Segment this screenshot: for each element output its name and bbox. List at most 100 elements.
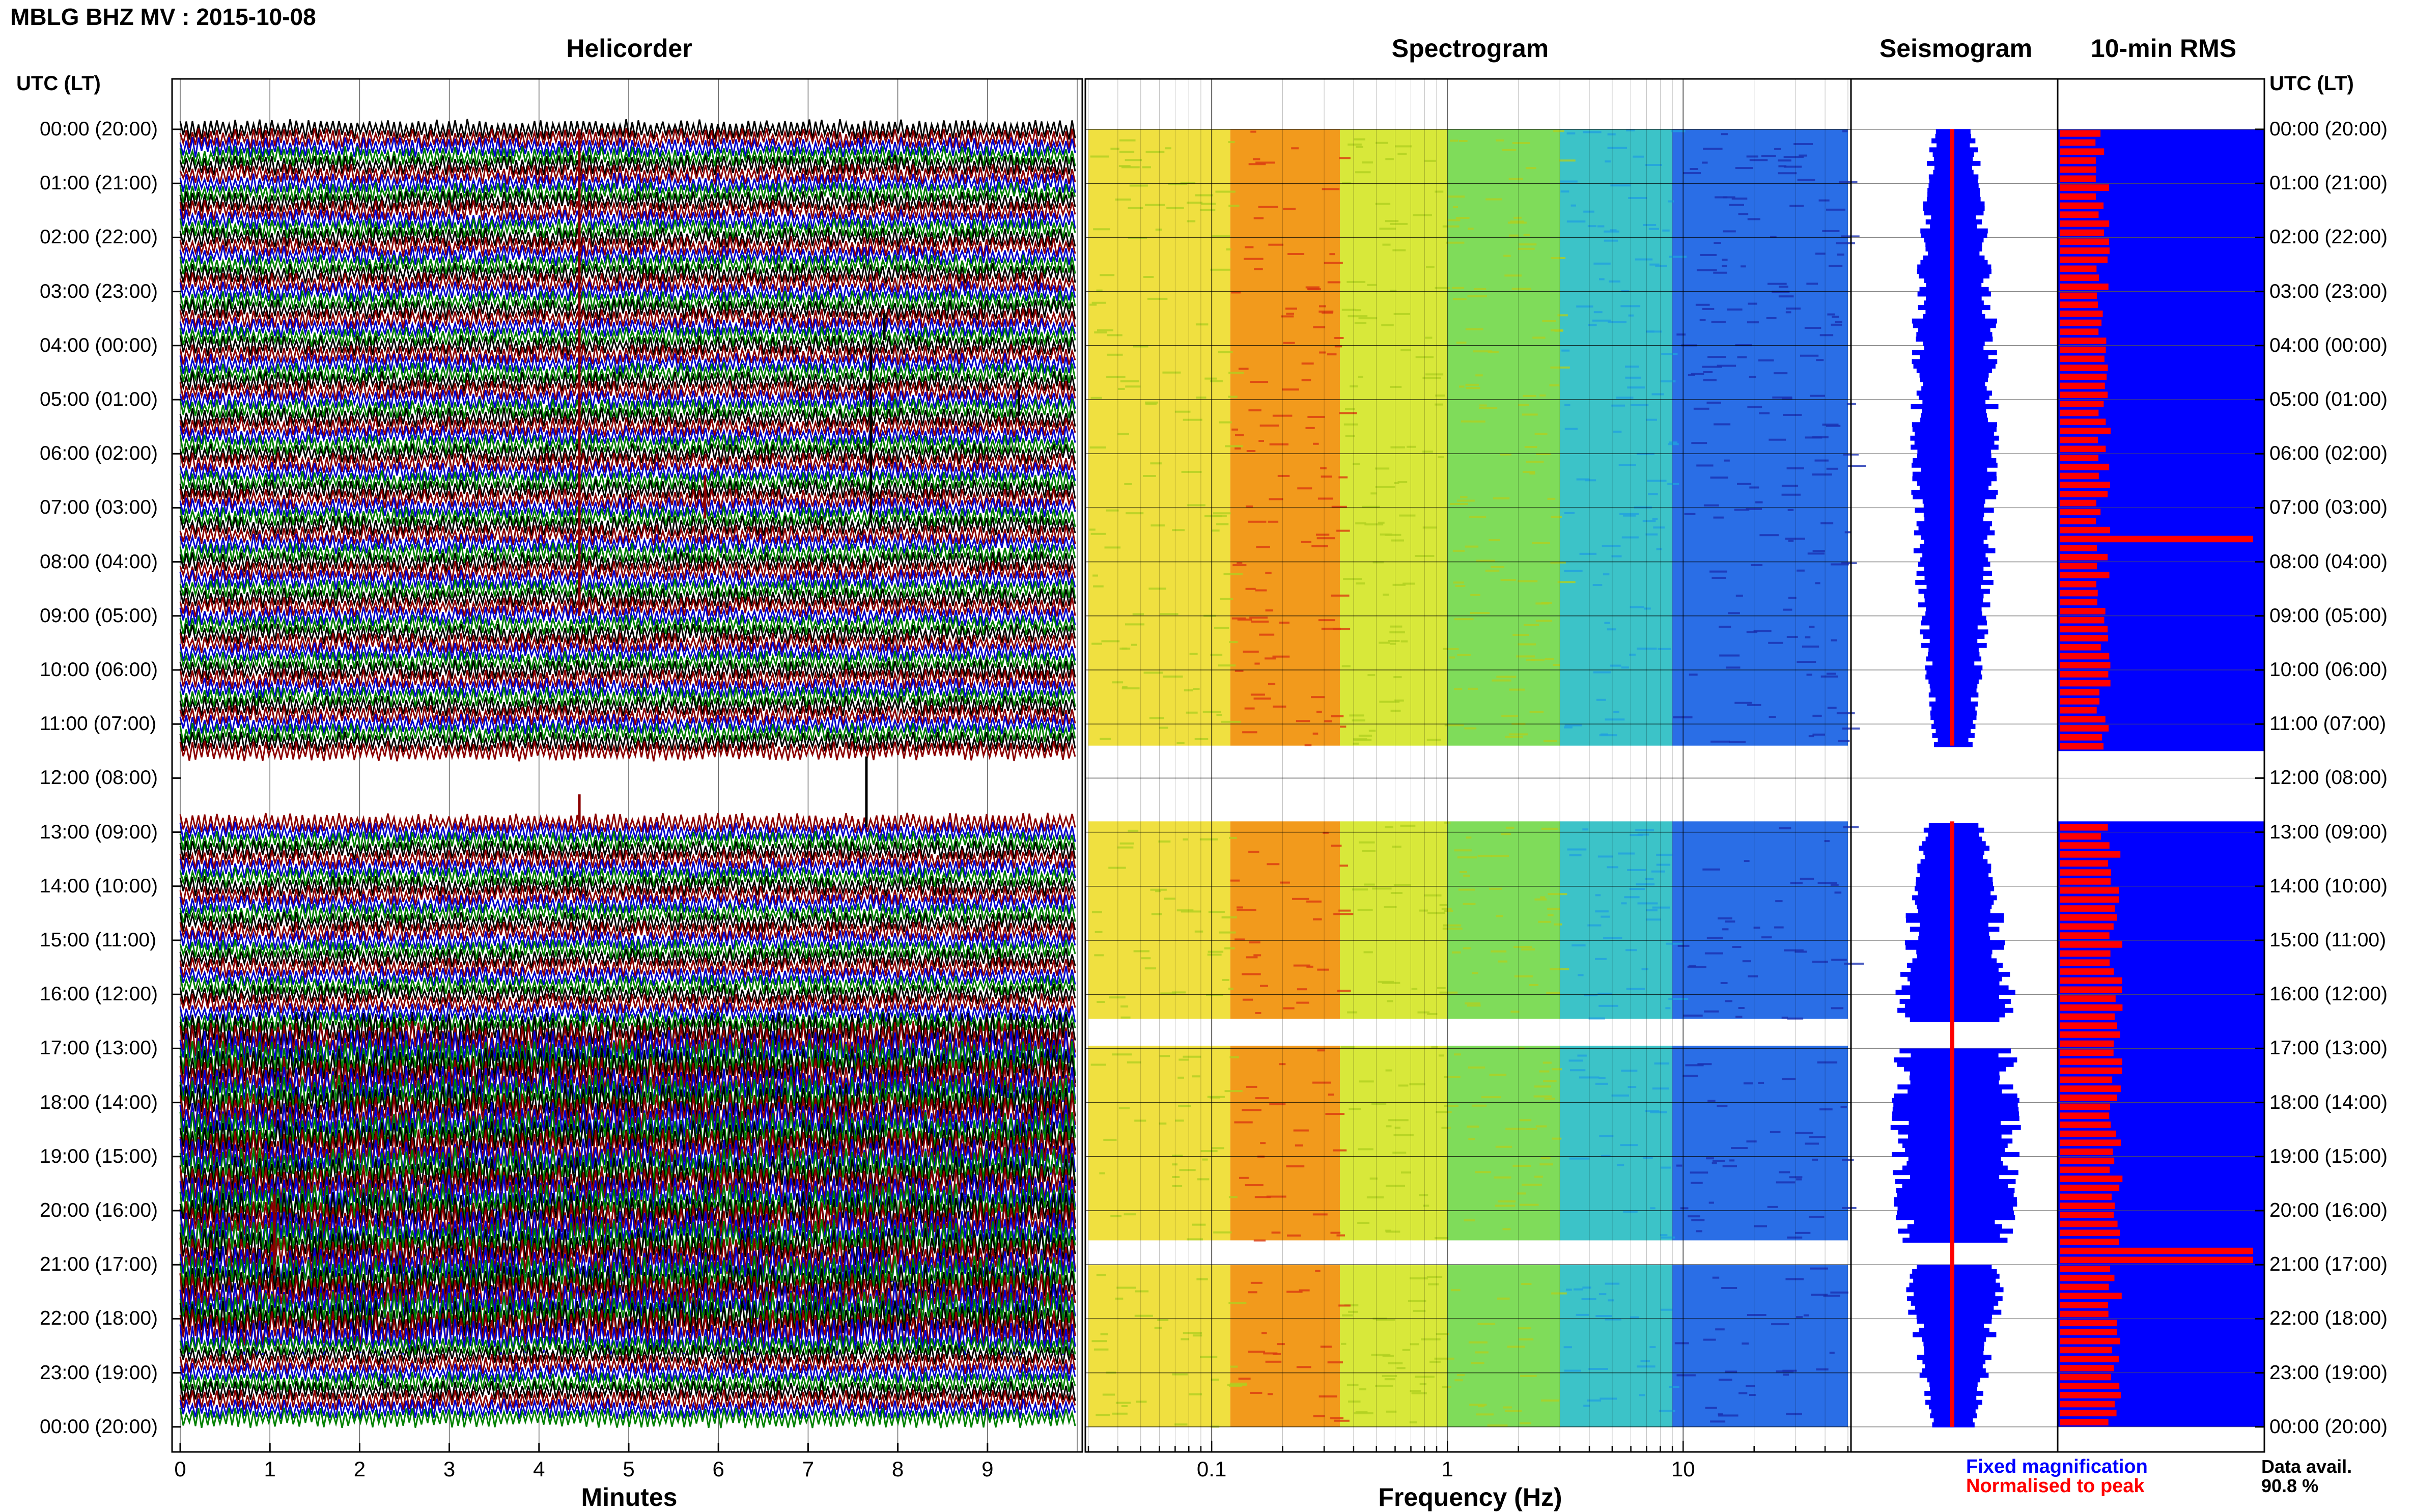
rms-bar [2060, 725, 2109, 732]
rms-bar [2060, 283, 2109, 290]
helicorder-x-tick: 5 [623, 1457, 635, 1481]
rms-bar [2060, 391, 2108, 398]
rms-bar [2060, 148, 2105, 155]
rms-bar [2060, 382, 2105, 389]
hour-label-left: 12:00 (08:00) [40, 767, 158, 789]
rms-bar [2060, 401, 2104, 407]
hour-label-left: 05:00 (01:00) [40, 388, 158, 410]
seismogram-title: Seismogram [1879, 34, 2033, 63]
spectrogram-band [1672, 1046, 1848, 1241]
rms-bar [2060, 1220, 2118, 1227]
hour-label-right: 20:00 (16:00) [2269, 1199, 2388, 1221]
time-axis-label-right: UTC (LT) [2269, 72, 2354, 95]
hour-label-left: 00:00 (20:00) [40, 1415, 158, 1438]
spectrogram-band [1447, 821, 1560, 1019]
rms-bar [2060, 941, 2122, 948]
hour-label-right: 14:00 (10:00) [2269, 875, 2388, 897]
rms-bar [2060, 572, 2110, 578]
hour-label-right: 01:00 (21:00) [2269, 172, 2388, 194]
hour-label-left: 18:00 (14:00) [40, 1091, 158, 1113]
rms-bar [2060, 662, 2111, 668]
rms-bar [2060, 491, 2108, 497]
rms-bar [2060, 1049, 2114, 1056]
rms-bar [2060, 914, 2117, 921]
rms-bar [2060, 1293, 2122, 1299]
rms-bar [2060, 851, 2121, 858]
rms-bar [2060, 680, 2111, 687]
rms-bar [2060, 157, 2096, 164]
hour-label-left: 14:00 (10:00) [40, 875, 158, 897]
hour-label-right: 00:00 (20:00) [2269, 1415, 2388, 1438]
rms-bar [2060, 301, 2098, 308]
rms-bar [2060, 553, 2108, 561]
helicorder-xlabel: Minutes [581, 1483, 678, 1511]
hour-label-left: 13:00 (09:00) [40, 821, 158, 843]
rms-bar [2060, 878, 2111, 885]
rms-bar [2060, 130, 2101, 137]
rms-bar [2060, 1094, 2117, 1101]
legend-fixed: Fixed magnification [1966, 1456, 2148, 1477]
rms-bar [2060, 1274, 2115, 1281]
rms-bar [2060, 166, 2096, 173]
rms-bar [2060, 175, 2096, 182]
rms-bar [2060, 1040, 2114, 1047]
spectrogram-band [1560, 1265, 1673, 1427]
rms-bar [2060, 905, 2115, 912]
rms-bar [2060, 1337, 2120, 1345]
hour-label-right: 05:00 (01:00) [2269, 388, 2388, 410]
rms-bar [2060, 1149, 2113, 1155]
rms-bar [2060, 518, 2096, 524]
rms-bar [2060, 365, 2108, 371]
spectrogram-x-tick: 10 [1671, 1457, 1695, 1481]
rms-bar [2060, 509, 2101, 516]
rms-bar [2060, 923, 2114, 930]
rms-bar [2060, 743, 2104, 750]
rms-bar [2060, 833, 2101, 840]
rms-bar [2060, 1112, 2110, 1119]
hour-label-right: 10:00 (06:00) [2269, 659, 2388, 681]
hour-label-right: 06:00 (02:00) [2269, 442, 2388, 465]
rms-bar [2060, 229, 2104, 236]
rms-bar [2060, 346, 2106, 353]
rms-bar [2060, 238, 2109, 245]
spectrogram-x-tick: 0.1 [1196, 1457, 1227, 1481]
page-title: MBLG BHZ MV : 2015-10-08 [10, 4, 316, 30]
rms-bar [2060, 968, 2114, 975]
rms-bar [2060, 1392, 2121, 1398]
rms-bar [2060, 1212, 2114, 1218]
hour-label-right: 03:00 (23:00) [2269, 280, 2388, 302]
hour-label-left: 08:00 (04:00) [40, 550, 158, 573]
rms-bar [2060, 635, 2109, 641]
rms-bar [2060, 1302, 2109, 1308]
rms-bar [2060, 1085, 2121, 1092]
rms-bar [2060, 1356, 2119, 1362]
rms-bar [2060, 202, 2104, 209]
rms-bar [2060, 698, 2100, 705]
spectrogram-band [1088, 821, 1230, 1019]
rms-bar [2060, 418, 2106, 426]
data-availability-label: Data avail. [2261, 1456, 2352, 1477]
time-axis-label-left: UTC (LT) [16, 72, 101, 95]
rms-bar [2060, 1266, 2110, 1272]
rms-bar [2060, 707, 2097, 714]
rms-bar [2060, 581, 2096, 587]
rms-bar [2060, 643, 2101, 651]
rms-bar [2060, 193, 2096, 200]
hour-label-left: 23:00 (19:00) [40, 1361, 158, 1384]
rms-bar [2060, 445, 2106, 453]
rms-bar [2060, 247, 2110, 254]
rms-bar [2060, 1320, 2117, 1327]
spectrogram-image [1085, 79, 1866, 1452]
rms-bar [2060, 428, 2111, 434]
rms-bar [2060, 265, 2097, 272]
rms-bar [2060, 220, 2110, 227]
rms-bar [2060, 986, 2122, 993]
helicorder-x-tick: 8 [891, 1457, 904, 1481]
rms-bar [2060, 599, 2097, 606]
rms-bar [2060, 472, 2099, 480]
legend-normalised: Normalised to peak [1966, 1475, 2145, 1497]
rms-bar [2060, 1410, 2117, 1417]
hour-label-right: 08:00 (04:00) [2269, 550, 2388, 573]
rms-bar [2060, 499, 2096, 507]
